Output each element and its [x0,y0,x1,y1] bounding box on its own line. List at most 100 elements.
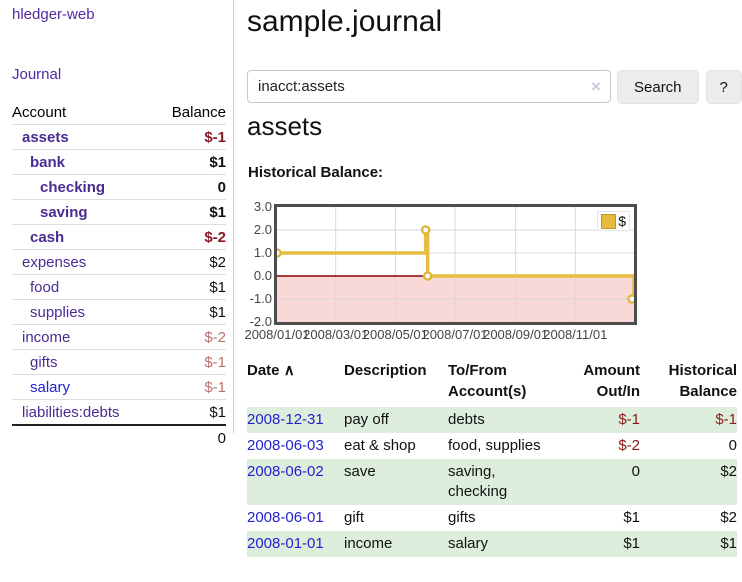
account-row: liabilities:debts $1 [12,399,226,425]
txn-date-cell: 2008-12-31 [247,407,344,433]
account-row: income $-2 [12,324,226,350]
account-link[interactable]: saving [40,203,88,221]
txn-description: gift [344,509,365,526]
chart-y-axis-label: -1.0 [249,291,272,306]
txn-accounts: salary [448,535,489,552]
legend-swatch-icon [601,213,617,229]
app-brand-link[interactable]: hledger-web [12,6,95,23]
txn-date-cell: 2008-06-01 [247,505,344,531]
legend-label: $ [618,213,626,229]
search-form: × Search ? [247,70,742,104]
chart-x-axis-label: 2008/07/01 [422,327,488,342]
txn-date-link[interactable]: 2008-06-02 [247,463,324,480]
txn-date-link[interactable]: 2008-12-31 [247,411,324,428]
account-row: supplies $1 [12,299,226,325]
account-balance: $1 [154,399,226,425]
chart-y-axis-label: -2.0 [249,314,272,329]
register-header-date[interactable]: Date ∧ [247,362,295,379]
txn-amount: $-1 [618,411,640,428]
txn-accounts: saving, checking [448,463,508,500]
chart-x-axis-label: 2008/03/01 [303,327,369,342]
chart-x-axis-label: 2008/09/01 [483,327,549,342]
txn-balance: $2 [720,509,737,526]
txn-accounts: debts [448,411,485,428]
help-button[interactable]: ? [705,70,742,104]
chart-x-axis-label: 2008/01/01 [244,327,310,342]
txn-date-link[interactable]: 2008-06-03 [247,437,324,454]
search-button[interactable]: Search [617,70,699,104]
account-row: checking 0 [12,174,226,200]
register-header-tofrom: To/From Account(s) [448,362,527,400]
account-balance: $2 [154,249,226,275]
account-balance: $1 [154,199,226,225]
account-row: saving $1 [12,199,226,225]
account-link[interactable]: expenses [22,253,87,271]
register-row: 2008-01-01 income salary $1 $1 [247,531,737,557]
txn-date-cell: 2008-01-01 [247,531,344,557]
account-link[interactable]: supplies [30,303,86,321]
account-balance: $-2 [154,324,226,350]
txn-balance: $-1 [715,411,737,428]
chart-y-axis-label: 0.0 [253,268,272,283]
txn-accounts: gifts [448,509,476,526]
account-link[interactable]: gifts [30,353,58,371]
account-row: food $1 [12,274,226,300]
account-row: expenses $2 [12,249,226,275]
account-balance: $1 [154,299,226,325]
accounts-total-balance: 0 [154,424,226,450]
txn-amount: $1 [623,535,640,552]
account-balance: $-2 [154,224,226,250]
txn-amount: $1 [623,509,640,526]
txn-balance: $2 [720,463,737,480]
txn-balance: 0 [728,437,737,454]
txn-date-link[interactable]: 2008-01-01 [247,535,324,552]
account-link[interactable]: bank [30,153,66,171]
account-link[interactable]: salary [30,378,71,396]
txn-amount: 0 [631,463,640,480]
txn-description: save [344,463,376,480]
page-title: sample.journal [247,5,443,38]
chart-x-axis-label: 2008/05/01 [362,327,428,342]
accounts-total-row: 0 [12,424,226,450]
txn-description: pay off [344,411,389,428]
txn-balance: $1 [720,535,737,552]
account-row: bank $1 [12,149,226,175]
chart-title: Historical Balance: [248,164,384,181]
accounts-header-account: Account [12,103,67,121]
sidebar: hledger-web Journal Account Balance asse… [0,0,234,450]
account-link[interactable]: food [30,278,60,296]
txn-date-link[interactable]: 2008-06-01 [247,509,324,526]
register-header-amount: Amount Out/In [583,362,640,400]
chart-legend: $ [597,211,630,231]
register-row: 2008-12-31 pay off debts $-1 $-1 [247,407,737,433]
account-row: assets $-1 [12,124,226,150]
account-row: salary $-1 [12,374,226,400]
search-input[interactable] [247,70,611,103]
account-row: gifts $-1 [12,349,226,375]
account-balance: $-1 [154,374,226,400]
main-content: sample.journal × Search ? assets Histori… [244,0,742,582]
account-balance: 0 [154,174,226,200]
clear-search-icon[interactable]: × [591,77,601,96]
txn-date-cell: 2008-06-03 [247,433,344,459]
txn-description: income [344,535,393,552]
register-table: Date ∧ Description To/From Account(s) Am… [247,360,737,557]
account-balance: $-1 [154,349,226,375]
account-link[interactable]: liabilities:debts [22,403,120,421]
account-link[interactable]: income [22,328,71,346]
account-balance: $-1 [154,124,226,150]
register-row: 2008-06-02 save saving, checking 0 $2 [247,459,737,505]
chart-y-axis-label: 3.0 [253,199,272,214]
txn-date-cell: 2008-06-02 [247,459,344,505]
sidebar-item-journal[interactable]: Journal [12,66,62,83]
register-header-balance: Historical Balance [668,362,737,400]
account-link[interactable]: cash [30,228,65,246]
account-link[interactable]: checking [40,178,106,196]
txn-accounts: food, supplies [448,437,541,454]
sort-asc-icon: ∧ [283,362,295,379]
account-heading: assets [247,111,323,141]
account-balance: $1 [154,274,226,300]
chart-canvas [272,207,637,322]
historical-balance-chart: $ 3.0 2.0 1.0 0.0 -1.0 -2.0 2008/01/01 2008/03/… [244,199,742,354]
account-link[interactable]: assets [22,128,69,146]
